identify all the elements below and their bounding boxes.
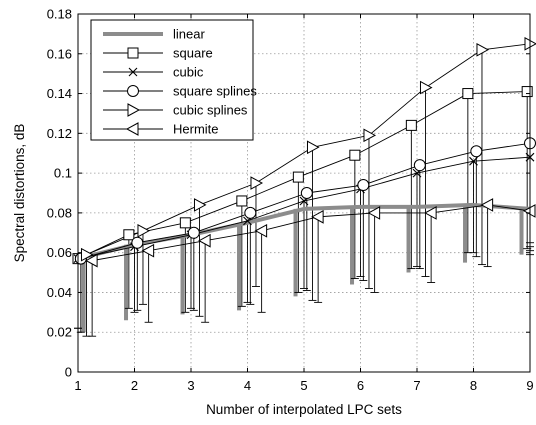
data-point-square-splines [187,226,200,239]
y-tick-label: 0.08 [47,205,72,220]
data-point-cubic-splines [137,223,151,238]
legend-marker-square-splines [127,85,139,97]
legend-label-linear: linear [173,27,205,42]
x-tick-label: 1 [74,378,81,393]
error-bars [74,43,534,337]
data-point-hermite [254,223,268,238]
series-line-linear [77,202,531,261]
data-point-square-splines [357,179,370,192]
legend-label-square-splines: square splines [173,84,257,99]
legend-label-cubic-splines: cubic splines [173,103,248,118]
data-point-hermite [311,210,324,224]
legend-marker-cubic-splines [127,103,141,117]
data-point-hermite [480,198,494,212]
x-axis-ticks: 1 2 3 4 5 6 7 8 9 [74,14,534,393]
data-point-square [179,217,191,229]
data-point-cubic-splines [363,128,377,143]
data-point-square-splines [131,236,144,249]
y-tick-label: 0.04 [47,285,72,300]
legend-label-cubic: cubic [173,65,204,80]
data-point-square-splines [470,145,483,158]
data-point-square [236,195,248,207]
x-axis-title: Number of interpolated LPC sets [206,402,402,417]
data-point-cubic-splines [193,198,207,212]
data-point-cubic [469,156,478,166]
series-markers [72,36,536,268]
x-tick-label: 4 [244,378,251,393]
data-point-square [292,171,304,183]
legend-marker-hermite [125,122,139,136]
data-point-cubic-splines [419,80,433,95]
x-tick-label: 5 [300,378,307,393]
data-point-square [405,119,417,131]
y-tick-label: 0.02 [47,325,72,340]
data-point-cubic-splines [250,176,264,190]
data-point-cubic-splines [80,247,94,262]
y-axis-title: Spectral distortions, dB [12,124,27,263]
data-point-square-splines [413,159,426,172]
data-point-hermite [85,253,98,268]
data-point-square-splines [244,206,257,219]
x-tick-label: 2 [131,378,138,393]
data-point-hermite [141,243,155,258]
legend: linear square cubic square splines cubic spl… [90,19,257,141]
y-tick-label: 0.16 [47,46,72,61]
data-point-square [349,149,361,161]
x-tick-label: 6 [357,378,364,393]
x-tick-label: 9 [526,378,533,393]
legend-box [90,19,254,141]
legend-label-hermite: Hermite [173,122,219,137]
data-point-hermite [424,206,437,220]
x-tick-label: 3 [187,378,194,393]
data-point-cubic-splines [476,42,490,57]
x-tick-label: 7 [413,378,420,393]
data-point-square [123,229,135,241]
y-tick-label: 0 [65,365,72,380]
data-point-cubic-splines [306,140,320,155]
y-tick-label: 0.1 [54,166,72,181]
legend-marker-square [127,47,139,59]
data-point-hermite [198,233,211,248]
y-axis-ticks: 0 0.02 0.04 0.06 0.08 0.1 0.12 0.14 0.16 0.18 [47,7,530,380]
data-point-square-splines [300,187,313,199]
data-point-hermite [367,206,381,220]
data-point-square [521,86,533,98]
y-tick-label: 0.14 [47,86,72,101]
y-tick-label: 0.06 [47,245,72,260]
x-tick-label: 8 [470,378,477,393]
y-tick-label: 0.12 [47,126,72,141]
legend-marker-cubic [128,67,138,77]
legend-label-square: square [173,46,213,61]
y-tick-label: 0.18 [47,7,72,22]
data-point-square [462,88,474,100]
